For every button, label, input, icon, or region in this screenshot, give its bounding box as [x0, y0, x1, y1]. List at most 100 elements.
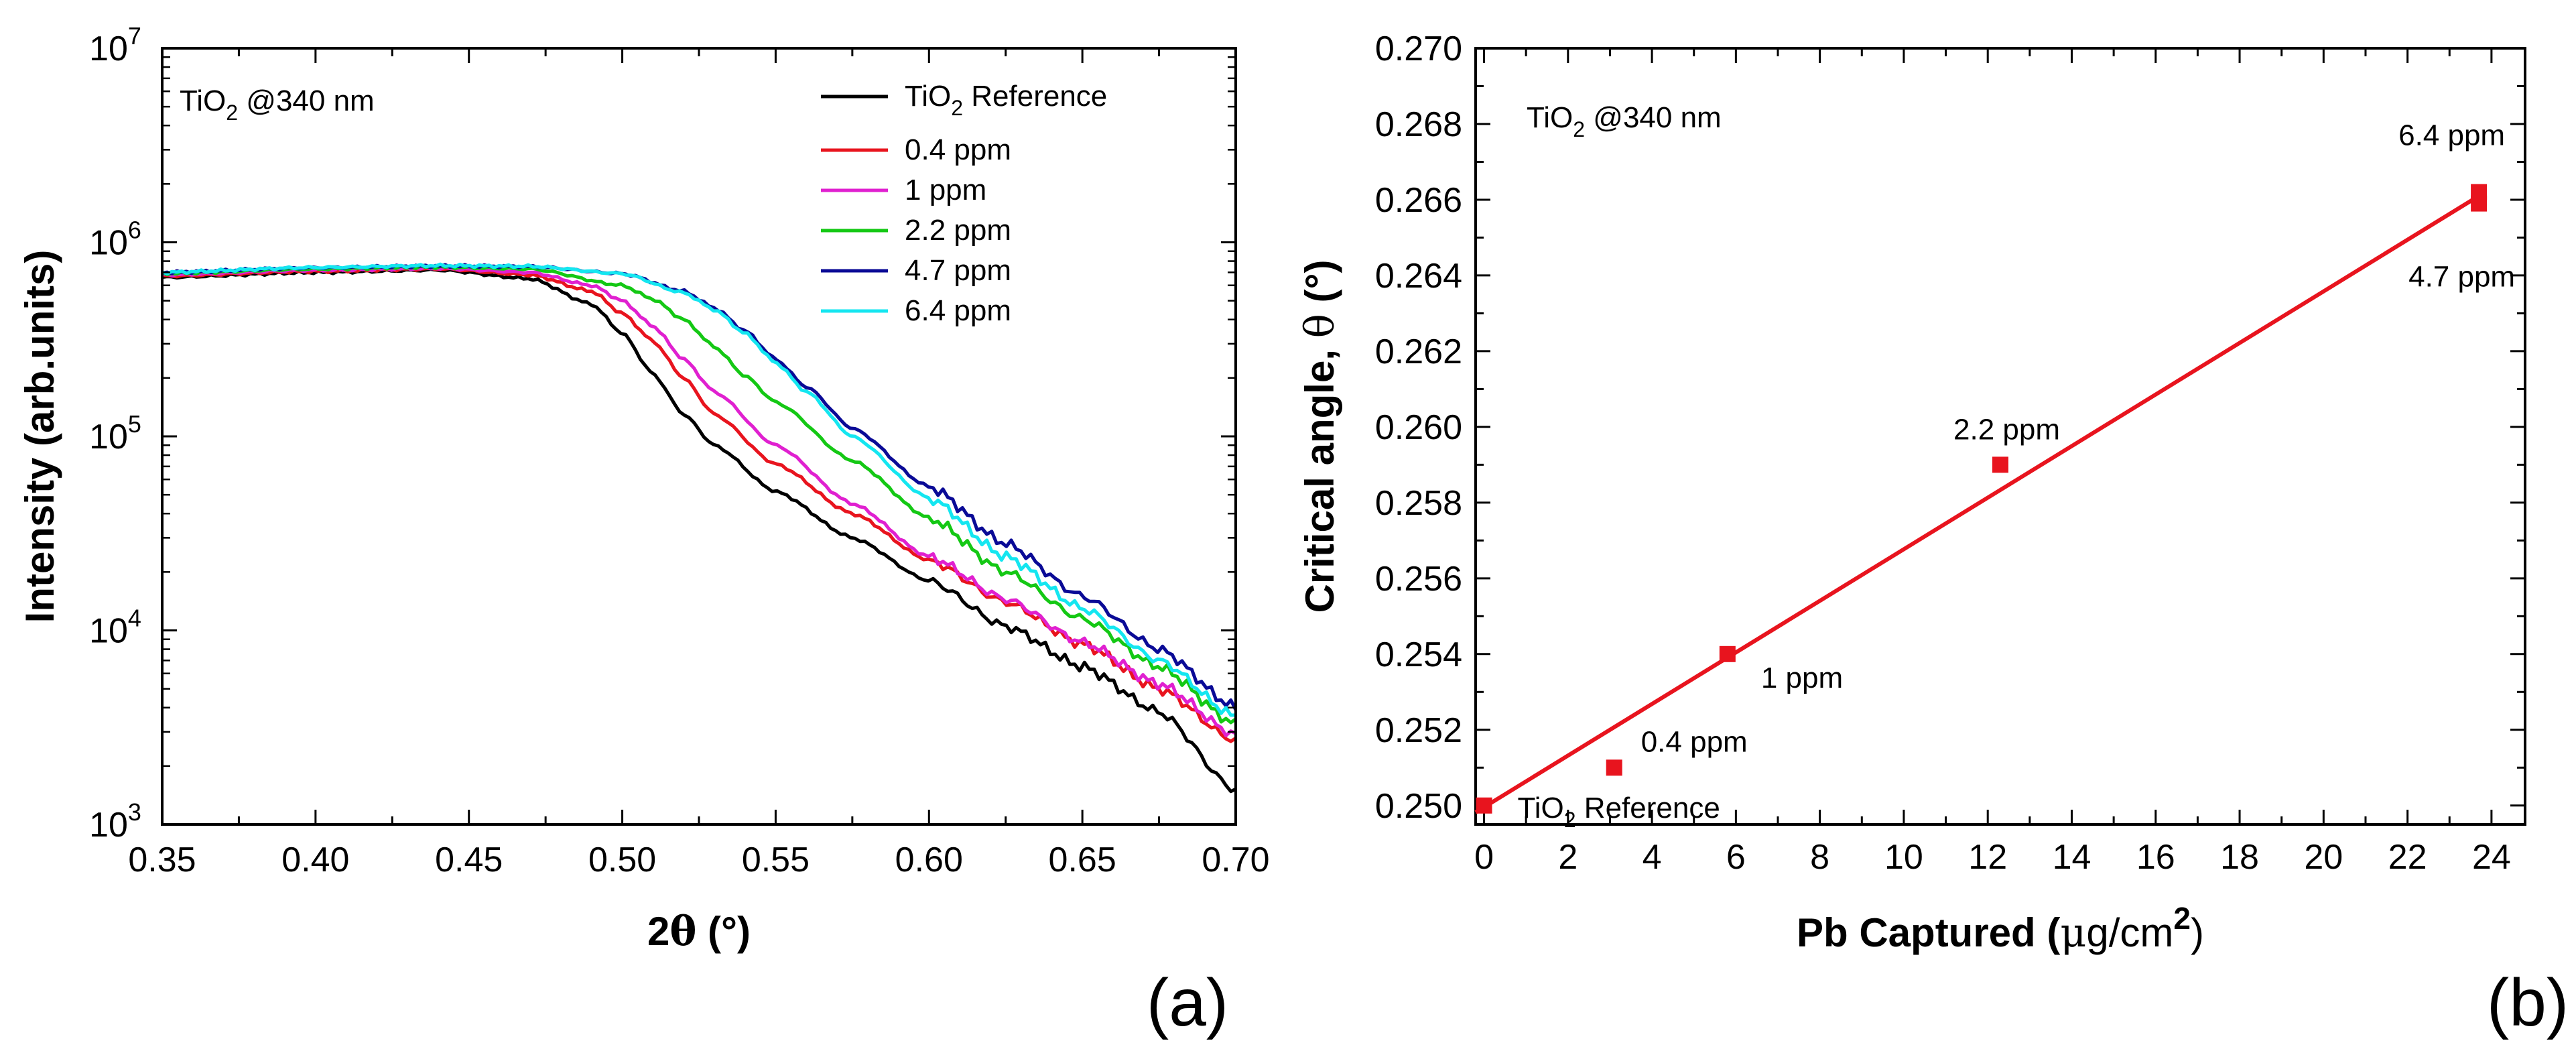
panel-a-legend-label-5: 6.4 ppm — [905, 294, 1011, 327]
panel-b-point-label-3: 2.2 ppm — [1953, 413, 2060, 446]
panel-b-y-axis-title: Critical angle, θ (°) — [1297, 260, 1344, 613]
panel-a-y-axis-title: Intensity (arb.units) — [17, 250, 62, 623]
panel-a-y-tick-base: 10 — [89, 612, 128, 651]
panel-b-y-axis-title-symbol: θ — [1297, 314, 1344, 338]
panel-a-legend-label-0: TiO2 Reference — [905, 80, 1107, 120]
panel-b-point-label-0-sub: 2 — [1564, 808, 1576, 832]
panel-a-label: (a) — [1147, 965, 1228, 1040]
panel-a-x-axis-title-tail: (°) — [696, 909, 751, 954]
panel-b-x-axis-title-sup: 2 — [2173, 901, 2191, 936]
panel-a-y-tick-base: 10 — [89, 29, 128, 68]
panel-b-x-tick-label: 18 — [2220, 838, 2259, 877]
panel-b-y-axis-title-main: Critical angle, — [1297, 338, 1342, 613]
panel-a-plot-frame — [161, 47, 1237, 826]
panel-a-legend-label-0-tail: Reference — [963, 80, 1107, 113]
panel-a-y-tick-base: 10 — [89, 418, 128, 456]
panel-b-data-point-3 — [1992, 456, 2008, 473]
panel-a-annotation-tail: @340 nm — [238, 84, 375, 117]
panel-b-x-tick-label: 6 — [1726, 838, 1746, 877]
panel-a-y-tick-base: 10 — [89, 224, 128, 263]
panel-a-series-line-1 — [162, 266, 1236, 743]
panel-a: 0.35 0.40 0.45 0.50 0.55 0.60 0.65 0.7010310410… — [17, 22, 1270, 1040]
panel-b-x-tick-label: 20 — [2304, 838, 2343, 877]
panel-b-point-label-0: TiO2 Reference — [1518, 792, 1720, 832]
panel-a-x-tick-label: 0.65 — [1049, 841, 1116, 879]
panel-b-x-axis-title: Pb Captured (μg/cm2) — [1797, 901, 2204, 956]
panel-b-point-label-1-main: 0.4 ppm — [1641, 725, 1748, 758]
panel-b-x-tick-label: 4 — [1643, 838, 1662, 877]
panel-b-x-tick-label: 2 — [1558, 838, 1577, 877]
panel-a-legend-label-5-main: 6.4 ppm — [905, 294, 1011, 327]
panel-b-ticks: 0 2 4 6 8 10 12 14 16 18 20 22 240.2500.2520.2540.25… — [1375, 29, 2525, 877]
panel-b-annotation-main: TiO — [1527, 101, 1573, 134]
panel-a-y-tick-label: 103 — [89, 798, 141, 845]
panel-b-point-label-1: 0.4 ppm — [1641, 725, 1748, 758]
panel-b-x-axis-title-symbol: μ — [2060, 910, 2086, 956]
panel-b-point-label-0-tail: Reference — [1576, 792, 1720, 824]
panel-b-point-label-4: 4.7 ppm — [2408, 261, 2515, 294]
panel-b-point-label-5: 6.4 ppm — [2398, 119, 2505, 152]
panel-a-legend-label-3-main: 2.2 ppm — [905, 214, 1011, 247]
panel-a-legend-label-1-main: 0.4 ppm — [905, 133, 1011, 166]
panel-b-y-tick-label: 0.264 — [1375, 257, 1462, 296]
panel-b-fit-line — [1474, 194, 2480, 814]
panel-b-x-axis-title-close: ) — [2191, 910, 2204, 955]
panel-a-y-tick-exp: 4 — [128, 605, 141, 632]
panel-a-legend-label-4-main: 4.7 ppm — [905, 254, 1011, 287]
panel-a-series-line-5 — [162, 262, 1236, 717]
panel-a-y-tick-label: 105 — [89, 410, 141, 456]
panel-a-y-tick-label: 107 — [89, 22, 141, 68]
panel-b-label: (b) — [2487, 965, 2569, 1040]
panel-a-legend-label-0-sub: 2 — [951, 96, 963, 120]
panel-b-point-label-2-main: 1 ppm — [1761, 662, 1843, 694]
panel-a-legend-label-2-main: 1 ppm — [905, 174, 986, 206]
panel-a-y-tick-exp: 7 — [128, 22, 141, 50]
panel-a-y-tick-exp: 3 — [128, 798, 141, 826]
panel-a-legend-label-3: 2.2 ppm — [905, 214, 1011, 247]
panel-b-x-tick-label: 24 — [2472, 838, 2511, 877]
panel-b-x-tick-label: 12 — [1968, 838, 2007, 877]
panel-a-series-group — [162, 262, 1236, 794]
panel-b-point-label-3-main: 2.2 ppm — [1953, 413, 2060, 446]
panel-a-y-tick-label: 106 — [89, 217, 141, 263]
panel-b-y-tick-label: 0.270 — [1375, 29, 1462, 68]
panel-b-point-label-4-main: 4.7 ppm — [2408, 261, 2515, 294]
panel-b-x-axis-title-tail: g/cm — [2086, 910, 2173, 955]
panel-a-legend: TiO2 Reference 0.4 ppm 1 ppm 2.2 ppm 4.7 ppm… — [821, 80, 1107, 327]
panel-a-x-tick-label: 0.60 — [895, 841, 963, 879]
panel-b-y-tick-label: 0.258 — [1375, 484, 1462, 523]
panel-b-data-point-2 — [1719, 645, 1736, 662]
panel-a-legend-label-4: 4.7 ppm — [905, 254, 1011, 287]
panel-b-annotation-sub: 2 — [1573, 117, 1585, 141]
panel-a-x-tick-label: 0.70 — [1202, 841, 1269, 879]
panel-a-x-axis-title-symbol: θ — [669, 908, 696, 955]
panel-b-y-axis-title-tail: (°) — [1297, 260, 1342, 314]
panel-a-y-tick-base: 10 — [89, 806, 128, 845]
panel-a-y-tick-exp: 5 — [128, 410, 141, 438]
panel-b-y-tick-label: 0.268 — [1375, 105, 1462, 144]
panel-a-x-tick-label: 0.55 — [742, 841, 810, 879]
panel-b-point-label-0-main: TiO — [1518, 792, 1564, 824]
panel-b-x-tick-label: 10 — [1884, 838, 1923, 877]
panel-b-y-tick-label: 0.250 — [1375, 787, 1462, 826]
panel-b-y-tick-label: 0.260 — [1375, 408, 1462, 447]
panel-b-data-point-5 — [2471, 184, 2488, 200]
panel-b-x-tick-label: 8 — [1810, 838, 1829, 877]
panel-a-x-tick-label: 0.50 — [588, 841, 656, 879]
panel-a-y-tick-label: 104 — [89, 605, 141, 651]
panel-a-x-tick-label: 0.45 — [435, 841, 503, 879]
panel-a-series-line-3 — [162, 264, 1236, 725]
panel-b: 0 2 4 6 8 10 12 14 16 18 20 22 240.2500.2520.2540.25… — [1297, 29, 2569, 1040]
panel-a-legend-label-1: 0.4 ppm — [905, 133, 1011, 166]
panel-b-data-point-0 — [1476, 797, 1492, 814]
panel-b-annotation-tail: @340 nm — [1585, 101, 1722, 134]
panel-a-x-axis-title-main: 2 — [647, 909, 669, 954]
panel-a-x-axis-title: 2θ (°) — [647, 908, 751, 955]
panel-b-point-label-2: 1 ppm — [1761, 662, 1843, 694]
panel-b-point-label-5-main: 6.4 ppm — [2398, 119, 2505, 152]
panel-b-x-tick-label: 14 — [2053, 838, 2091, 877]
panel-a-ticks: 0.35 0.40 0.45 0.50 0.55 0.60 0.65 0.7010310410… — [89, 22, 1270, 879]
panel-b-annotation: TiO2 @340 nm — [1527, 101, 1722, 141]
